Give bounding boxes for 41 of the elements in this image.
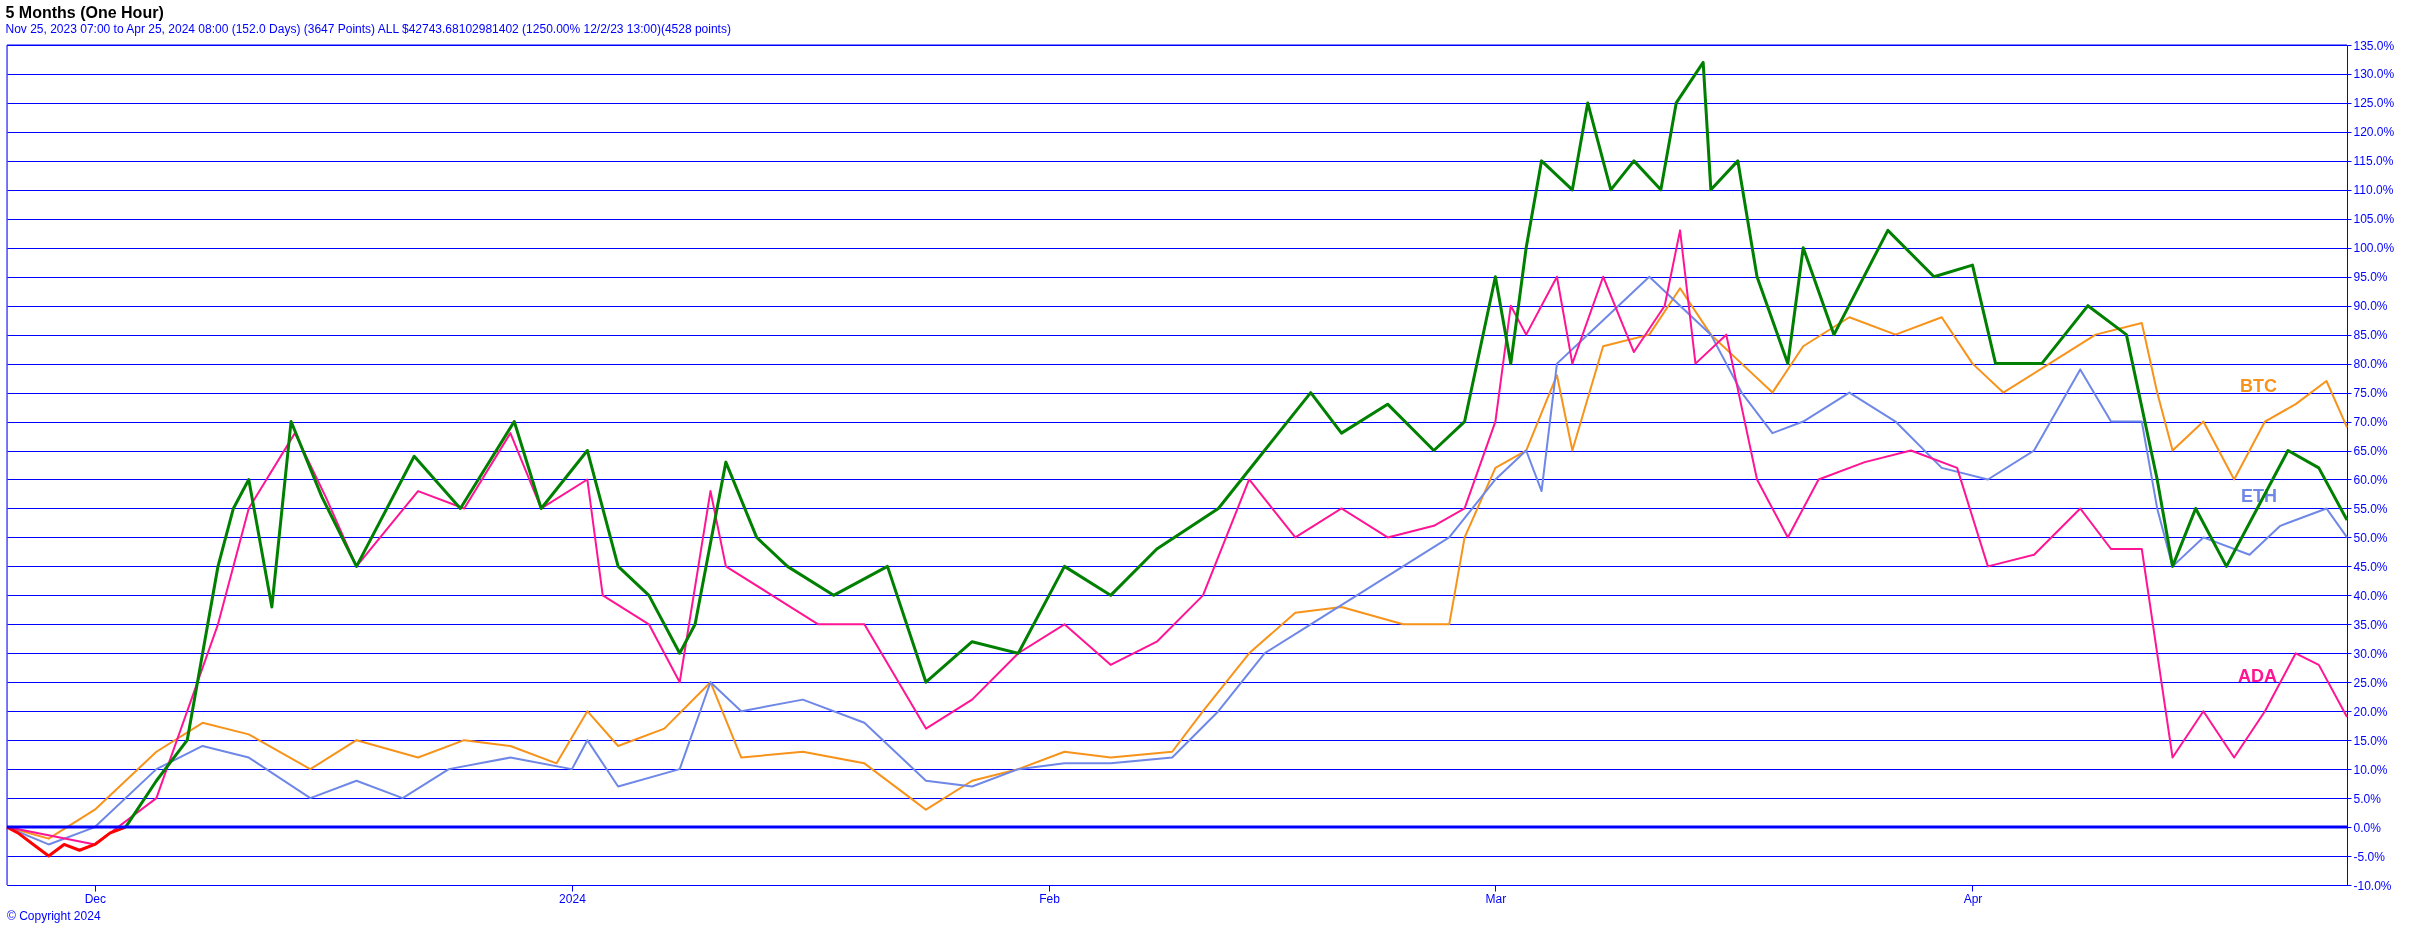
x-tick-label: 2024 <box>559 891 587 906</box>
series-label: ADA <box>2238 666 2277 686</box>
y-tick-label: 60.0% <box>2353 472 2388 487</box>
y-tick-label: 85.0% <box>2353 328 2388 343</box>
y-tick-label: 65.0% <box>2353 444 2388 459</box>
y-tick-label: 10.0% <box>2353 762 2388 777</box>
y-tick-label: -10.0% <box>2353 878 2392 893</box>
x-tick-label: Feb <box>1039 891 1061 906</box>
y-tick-label: 5.0% <box>2353 791 2382 806</box>
line-series <box>124 60 2349 829</box>
y-tick-label: 135.0% <box>2353 38 2395 53</box>
y-tick-label: 70.0% <box>2353 415 2388 430</box>
y-tick-label: 20.0% <box>2353 704 2388 719</box>
chart-title: 5 Months (One Hour) <box>5 4 164 21</box>
y-tick-label: 105.0% <box>2353 212 2395 227</box>
y-tick-label: 25.0% <box>2353 675 2388 690</box>
y-tick-label: 15.0% <box>2353 733 2388 748</box>
y-tick-label: 125.0% <box>2353 96 2395 111</box>
text: © Copyright 2024 <box>7 909 101 923</box>
x-tick-label: Mar <box>1485 891 1507 906</box>
y-tick-label: 30.0% <box>2353 646 2388 661</box>
y-tick-label: 0.0% <box>2353 820 2382 835</box>
x-tick-label: Apr <box>1963 891 1983 906</box>
y-tick-label: 115.0% <box>2353 154 2394 169</box>
series-label: BTC <box>2240 376 2277 397</box>
y-tick-label: 80.0% <box>2353 357 2388 372</box>
y-tick-label: 95.0% <box>2353 270 2388 285</box>
y-tick-label: -5.0% <box>2353 849 2386 864</box>
y-tick-label: 45.0% <box>2353 559 2388 574</box>
y-tick-label: 35.0% <box>2353 617 2388 632</box>
y-tick-label: 75.0% <box>2353 386 2388 401</box>
y-tick-label: 50.0% <box>2353 530 2388 545</box>
chart-subtitle: Nov 25, 2023 07:00 to Apr 25, 2024 08:00 (152.0 Days) (3647 Points) ALL $42743.68102981402 (1250.00% 12/2/23 13:00)(4528 points) <box>5 22 731 36</box>
y-tick-label: 55.0% <box>2353 501 2388 516</box>
x-tick-label: Dec <box>84 891 107 906</box>
y-tick-label: 100.0% <box>2353 241 2395 256</box>
y-tick-label: 40.0% <box>2353 588 2388 603</box>
y-tick-label: 130.0% <box>2353 67 2395 82</box>
y-tick-label: 110.0% <box>2353 183 2394 198</box>
y-tick-label: 120.0% <box>2353 125 2395 140</box>
y-tick-label: 90.0% <box>2353 299 2388 314</box>
